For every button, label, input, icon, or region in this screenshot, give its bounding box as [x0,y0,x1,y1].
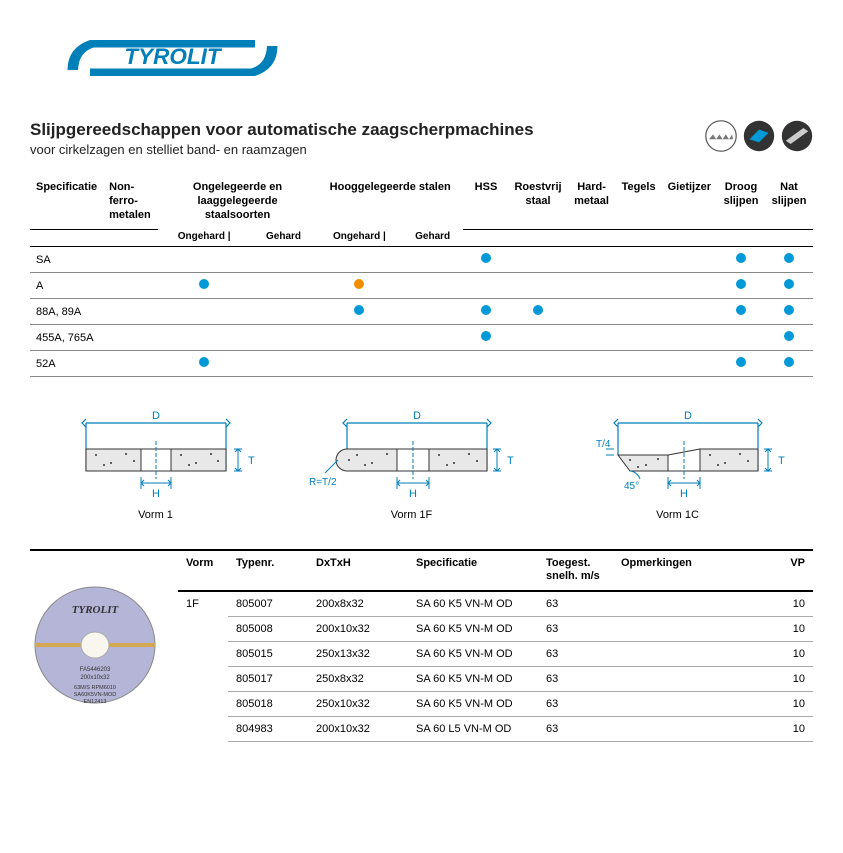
product-row: 805018250x10x32SA 60 K5 VN-M OD6310 [178,691,813,716]
specification-matrix: Specificatie Non-ferro-metalen Ongelegee… [30,177,813,377]
svg-text:H: H [680,488,688,500]
col-lowalloy-unhardened: Ongehard | [158,229,250,247]
product-row: 804983200x10x32SA 60 L5 VN-M OD6310 [178,716,813,741]
spec-row: SA [30,247,813,273]
svg-text:45°: 45° [624,481,639,492]
product-row: 805017250x8x32SA 60 K5 VN-M OD6310 [178,666,813,691]
dot-icon [784,253,794,263]
dot-icon [354,305,364,315]
col-nonferro: Non-ferro-metalen [103,177,158,229]
col-specificatie: Specificatie [30,177,103,229]
spec-row: 52A [30,351,813,377]
product-row: 805008200x10x32SA 60 K5 VN-M OD6310 [178,616,813,641]
svg-text:SA60K5VN-MOD: SA60K5VN-MOD [74,692,117,698]
svg-text:H: H [152,488,160,500]
product-table: Vorm Typenr. DxTxH Specificatie Toegest.… [178,551,813,741]
diagram-vorm-1c: D T T/4 H 45° [568,405,788,521]
product-image: TYROLIT FA5446203 200x10x32 63M/S RPM601… [30,551,160,741]
diagram-vorm-1: D T H Vorm 1 [56,405,256,521]
col-spec: Specificatie [408,551,538,590]
svg-text:D: D [684,410,692,422]
col-castiron: Gietijzer [662,177,717,229]
spec-row: A [30,273,813,299]
dot-icon [784,279,794,289]
spec-row: 88A, 89A [30,299,813,325]
col-vorm: Vorm [178,551,228,590]
product-row: 1F805007200x8x32SA 60 K5 VN-M OD6310 [178,591,813,617]
sawblade-icon [705,120,737,152]
page-title: Slijpgereedschappen voor automatische za… [30,120,705,140]
col-highalloy: Hooggelegeerde stalen [317,177,464,229]
dot-icon [736,279,746,289]
dot-icon [784,305,794,315]
col-typenr: Typenr. [228,551,308,590]
dot-icon [481,305,491,315]
diagram-vorm-1-label: Vorm 1 [56,509,256,521]
diagram-vorm-1f-label: Vorm 1F [307,509,517,521]
col-hardmetal: Hard-metaal [568,177,616,229]
diagram-vorm-1c-label: Vorm 1C [568,509,788,521]
col-dry: Droog slijpen [717,177,765,229]
svg-text:T: T [507,455,514,467]
dot-icon [784,357,794,367]
application-icons [705,120,813,152]
svg-text:FA5446203: FA5446203 [80,667,111,673]
dot-icon [736,253,746,263]
dot-icon [199,279,209,289]
tyrolit-logo: TYROLIT [60,25,813,90]
col-tiles: Tegels [616,177,662,229]
svg-text:T: T [248,455,255,467]
dot-icon [481,253,491,263]
product-row: 805015250x13x32SA 60 K5 VN-M OD6310 [178,641,813,666]
svg-text:H: H [409,488,417,500]
svg-text:T: T [778,455,785,467]
dot-icon [533,305,543,315]
bar-icon [743,120,775,152]
dot-icon [354,279,364,289]
col-remarks: Opmerkingen [613,551,773,590]
page-subtitle: voor cirkelzagen en stelliet band- en ra… [30,142,705,157]
col-lowalloy-hardened: Gehard [250,229,317,247]
svg-text:TYROLIT: TYROLIT [72,604,120,616]
col-hss: HSS [463,177,508,229]
col-highalloy-hardened: Gehard [402,229,464,247]
col-wet: Nat slijpen [765,177,813,229]
dot-icon [736,357,746,367]
dot-icon [784,331,794,341]
col-dxtxh: DxTxH [308,551,408,590]
svg-text:R=T/2: R=T/2 [309,477,337,488]
diagram-vorm-1f: D T H R=T/2 Vorm 1F [307,405,517,521]
svg-text:200x10x32: 200x10x32 [80,675,110,681]
strip-icon [781,120,813,152]
col-highalloy-unhardened: Ongehard | [317,229,402,247]
svg-text:D: D [152,410,160,422]
col-vp: VP [773,551,813,590]
svg-text:EN12413: EN12413 [84,699,107,705]
dot-icon [481,331,491,341]
col-speed: Toegest. snelh. m/s [538,551,613,590]
svg-text:63M/S RPM6010: 63M/S RPM6010 [74,685,116,691]
svg-text:D: D [413,410,421,422]
svg-text:T/4: T/4 [596,439,611,450]
col-lowalloy: Ongelegeerde en laaggelegeerde staalsoor… [158,177,317,229]
svg-text:TYROLIT: TYROLIT [124,44,222,69]
spec-row: 455A, 765A [30,325,813,351]
col-stainless: Roestvrij staal [508,177,567,229]
dot-icon [199,357,209,367]
dot-icon [736,305,746,315]
